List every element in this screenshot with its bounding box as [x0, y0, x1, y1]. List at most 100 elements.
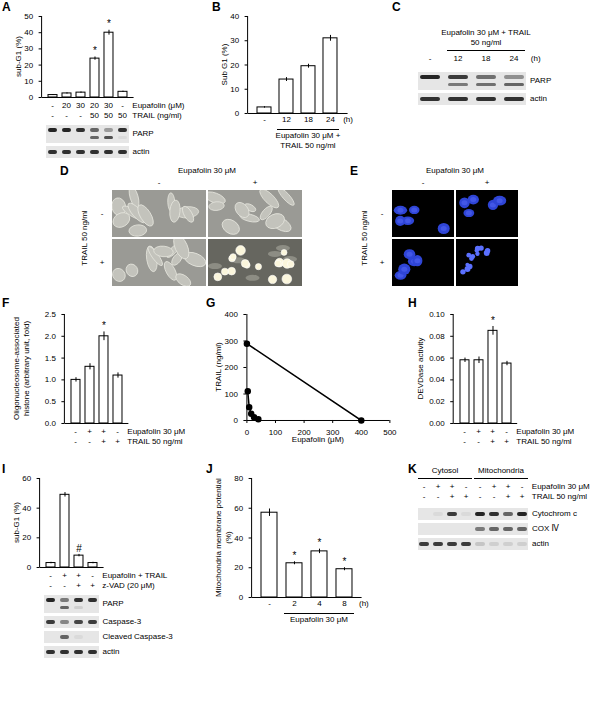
html-text:TRAIL (ng/ml): TRAIL (ng/ml) — [132, 111, 182, 120]
svg-text:500: 500 — [383, 428, 397, 437]
html-text:B: B — [212, 0, 221, 14]
html-text:(h): (h) — [530, 54, 541, 63]
svg-text:20: 20 — [22, 533, 31, 542]
html-text:sub-G1 (%): sub-G1 (%) — [12, 502, 21, 543]
svg-text:2.0: 2.0 — [45, 332, 57, 341]
html-text:Sub G1 (%): Sub G1 (%) — [220, 43, 229, 86]
svg-text:60: 60 — [22, 474, 31, 483]
html-text:actin: actin — [132, 147, 150, 156]
html-text:Eupafolin 30 μM + TRAIL 50 ng/: Eupafolin 30 μM + TRAIL 50 ng/ml — [441, 28, 531, 47]
html-text:Eupafolin 30 μM + TRAIL 50 ng/: Eupafolin 30 μM + TRAIL 50 ng/ml — [275, 131, 341, 150]
svg-text:40: 40 — [230, 12, 239, 21]
html-text:Eupafolin (μM): Eupafolin (μM) — [291, 435, 344, 444]
html-text:Eupafolin (μM): Eupafolin (μM) — [132, 101, 185, 110]
svg-text:0.06: 0.06 — [429, 354, 445, 363]
svg-text:100: 100 — [269, 428, 283, 437]
html-text:Eupafolin 30 μM: Eupafolin 30 μM — [290, 615, 348, 624]
html-text:A: A — [2, 0, 11, 14]
html-text:TRAIL (ng/ml): TRAIL (ng/ml) — [214, 342, 223, 392]
html-text:24: 24 — [509, 54, 519, 63]
svg-text:*: * — [491, 315, 495, 326]
html-text:30: 30 — [104, 101, 113, 110]
svg-text:0: 0 — [29, 93, 34, 102]
html-text:50: 50 — [104, 111, 113, 120]
svg-text:*: * — [93, 45, 97, 56]
svg-text:30: 30 — [24, 44, 33, 53]
html-text:Eupafolin 30 μM: Eupafolin 30 μM — [127, 427, 186, 436]
html-text:18: 18 — [481, 54, 491, 63]
html-text:PARP: PARP — [132, 129, 154, 138]
svg-text:0.0: 0.0 — [45, 419, 57, 428]
svg-text:0: 0 — [27, 563, 32, 572]
html-text:Oligonucleosome-associated his: Oligonucleosome-associated histone (arbi… — [12, 317, 31, 420]
svg-text:300: 300 — [225, 337, 239, 346]
svg-text:40: 40 — [22, 504, 31, 513]
svg-text:1.0: 1.0 — [45, 375, 57, 384]
svg-text:20: 20 — [24, 61, 33, 70]
svg-text:10: 10 — [230, 85, 239, 94]
svg-text:#: # — [76, 543, 82, 554]
svg-text:0.10: 0.10 — [429, 310, 445, 319]
svg-text:-: - — [268, 599, 271, 608]
html-text:12: 12 — [453, 54, 463, 63]
svg-text:4: 4 — [317, 599, 322, 608]
html-text:G: G — [206, 296, 216, 310]
svg-text:20: 20 — [230, 61, 239, 70]
html-text:actin: actin — [530, 94, 547, 103]
svg-text:24: 24 — [326, 115, 335, 124]
html-text:PARP: PARP — [530, 76, 552, 85]
svg-text:50: 50 — [24, 12, 33, 21]
html-text:50: 50 — [90, 111, 99, 120]
svg-text:0.02: 0.02 — [429, 397, 445, 406]
html-text:Eupafolin 30 μM: Eupafolin 30 μM — [516, 427, 575, 436]
html-text:20: 20 — [90, 101, 99, 110]
html-text:Mitochondria membrane potentia: Mitochondria membrane potential (%) — [214, 478, 233, 597]
svg-text:*: * — [293, 550, 297, 561]
html-text:TRAIL 50 ng/ml: TRAIL 50 ng/ml — [516, 437, 572, 446]
svg-text:40: 40 — [24, 28, 33, 37]
html-text:z-VAD (20 μM): z-VAD (20 μM) — [102, 581, 155, 590]
svg-text:0: 0 — [239, 593, 244, 602]
svg-text:8: 8 — [342, 599, 347, 608]
svg-text:18: 18 — [304, 115, 313, 124]
html-text:(h): (h) — [343, 115, 353, 124]
svg-text:1.5: 1.5 — [45, 354, 57, 363]
svg-text:*: * — [318, 537, 322, 548]
html-text:TRAIL 50 ng/ml: TRAIL 50 ng/ml — [127, 437, 183, 446]
svg-text:20: 20 — [234, 563, 243, 572]
svg-text:400: 400 — [355, 428, 369, 437]
html-text:20: 20 — [62, 101, 71, 110]
html-text:sub-G1 (%): sub-G1 (%) — [14, 36, 23, 77]
html-text:C: C — [392, 0, 401, 14]
svg-text:2: 2 — [292, 599, 297, 608]
svg-text:*: * — [343, 556, 347, 567]
svg-text:0: 0 — [233, 416, 238, 425]
svg-text:100: 100 — [225, 390, 239, 399]
svg-text:0: 0 — [245, 428, 250, 437]
svg-text:0.08: 0.08 — [429, 332, 445, 341]
svg-text:*: * — [107, 18, 111, 29]
svg-text:300: 300 — [326, 428, 340, 438]
svg-text:40: 40 — [234, 534, 243, 543]
svg-text:400: 400 — [225, 310, 239, 319]
html-text:50: 50 — [118, 111, 127, 120]
svg-text:2.5: 2.5 — [45, 310, 57, 319]
html-text:(h): (h) — [359, 599, 369, 608]
svg-text:60: 60 — [234, 504, 243, 513]
svg-text:*: * — [102, 320, 106, 331]
svg-text:12: 12 — [282, 115, 291, 124]
svg-text:0: 0 — [235, 109, 240, 118]
svg-text:-: - — [263, 115, 266, 124]
svg-text:0.04: 0.04 — [429, 375, 445, 384]
html-text:Eupafolin + TRAIL: Eupafolin + TRAIL — [102, 571, 168, 580]
svg-text:30: 30 — [230, 36, 239, 45]
svg-text:0.00: 0.00 — [429, 419, 445, 428]
html-text:H: H — [408, 296, 417, 310]
html-text:30: 30 — [76, 101, 85, 110]
html-text:DEVDase activity: DEVDase activity — [416, 337, 425, 400]
svg-text:0.5: 0.5 — [45, 397, 57, 406]
svg-text:200: 200 — [225, 363, 239, 372]
svg-text:10: 10 — [24, 77, 33, 86]
svg-text:200: 200 — [297, 428, 311, 438]
svg-text:80: 80 — [234, 474, 243, 483]
